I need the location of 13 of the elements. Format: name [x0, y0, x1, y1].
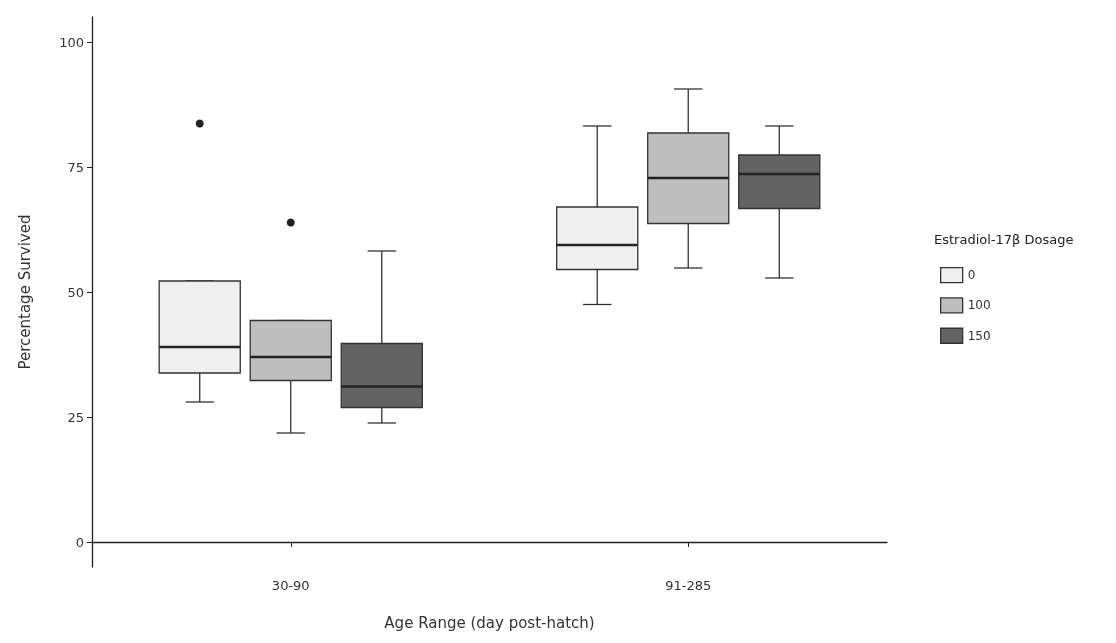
y-tick-label: 100 [59, 34, 84, 50]
y-tick-label: 75 [67, 159, 84, 175]
y-tick-label: 25 [67, 409, 84, 425]
legend-label: 0 [967, 268, 976, 283]
x-tick-label: 91-285 [665, 578, 712, 593]
legend-title: Estradiol-17β Dosage [934, 232, 1074, 247]
legend-label: 150 [967, 328, 991, 343]
x-tick-label: 30-90 [271, 578, 310, 593]
legend-label: 100 [967, 298, 991, 313]
y-tick-label: 50 [67, 284, 84, 300]
y-axis-title: Percentage Survived [15, 214, 34, 370]
x-axis-title: Age Range (day post-hatch) [384, 613, 595, 632]
y-tick-label: 0 [75, 534, 84, 550]
